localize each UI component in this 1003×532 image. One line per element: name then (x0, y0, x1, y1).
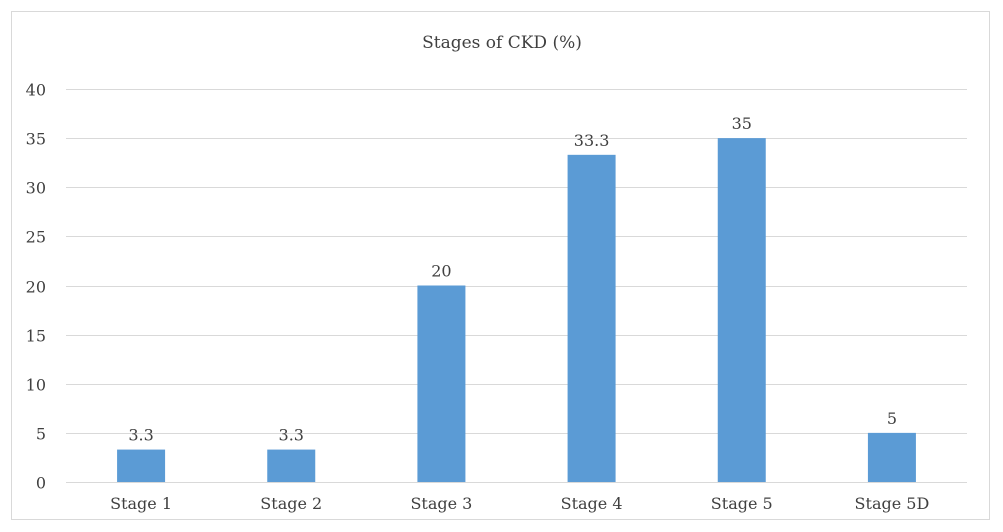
data-label: 20 (431, 262, 451, 281)
chart-frame (11, 11, 990, 520)
bar-stage-5d (867, 432, 916, 482)
y-axis-tick-labels: 0 5 10 15 20 25 30 35 40 (26, 81, 46, 493)
x-tick-label: Stage 5 (711, 494, 773, 513)
x-tick-label: Stage 2 (260, 494, 322, 513)
x-tick-label: Stage 3 (410, 494, 472, 513)
gridlines (66, 89, 967, 483)
bar-stage-5 (717, 138, 766, 482)
bar-stage-2 (267, 449, 316, 482)
y-tick-label: 30 (26, 179, 46, 198)
y-tick-label: 25 (26, 228, 46, 247)
y-tick-label: 5 (36, 425, 46, 444)
y-tick-label: 40 (26, 81, 46, 100)
data-label: 3.3 (128, 426, 153, 445)
x-axis-tick-labels: Stage 1 Stage 2 Stage 3 Stage 4 Stage 5 Stage… (110, 494, 929, 513)
y-tick-label: 15 (26, 327, 46, 346)
bar-stage-4 (567, 154, 616, 482)
y-tick-label: 35 (26, 130, 46, 149)
x-tick-label: Stage 4 (561, 494, 623, 513)
y-tick-label: 20 (26, 278, 46, 297)
data-label: 5 (887, 409, 897, 428)
bar-stage-1 (117, 449, 166, 482)
chart-title: Stages of CKD (%) (422, 33, 582, 53)
bar-stage-3 (417, 285, 466, 482)
y-tick-label: 10 (26, 376, 46, 395)
data-label: 3.3 (279, 426, 304, 445)
data-labels: 3.3 3.3 20 33.3 35 5 (128, 114, 897, 444)
data-label: 33.3 (574, 131, 610, 150)
x-tick-label: Stage 5D (855, 494, 930, 513)
bars (117, 138, 916, 482)
data-label: 35 (732, 114, 752, 133)
y-tick-label: 0 (36, 474, 46, 493)
x-tick-label: Stage 1 (110, 494, 172, 513)
